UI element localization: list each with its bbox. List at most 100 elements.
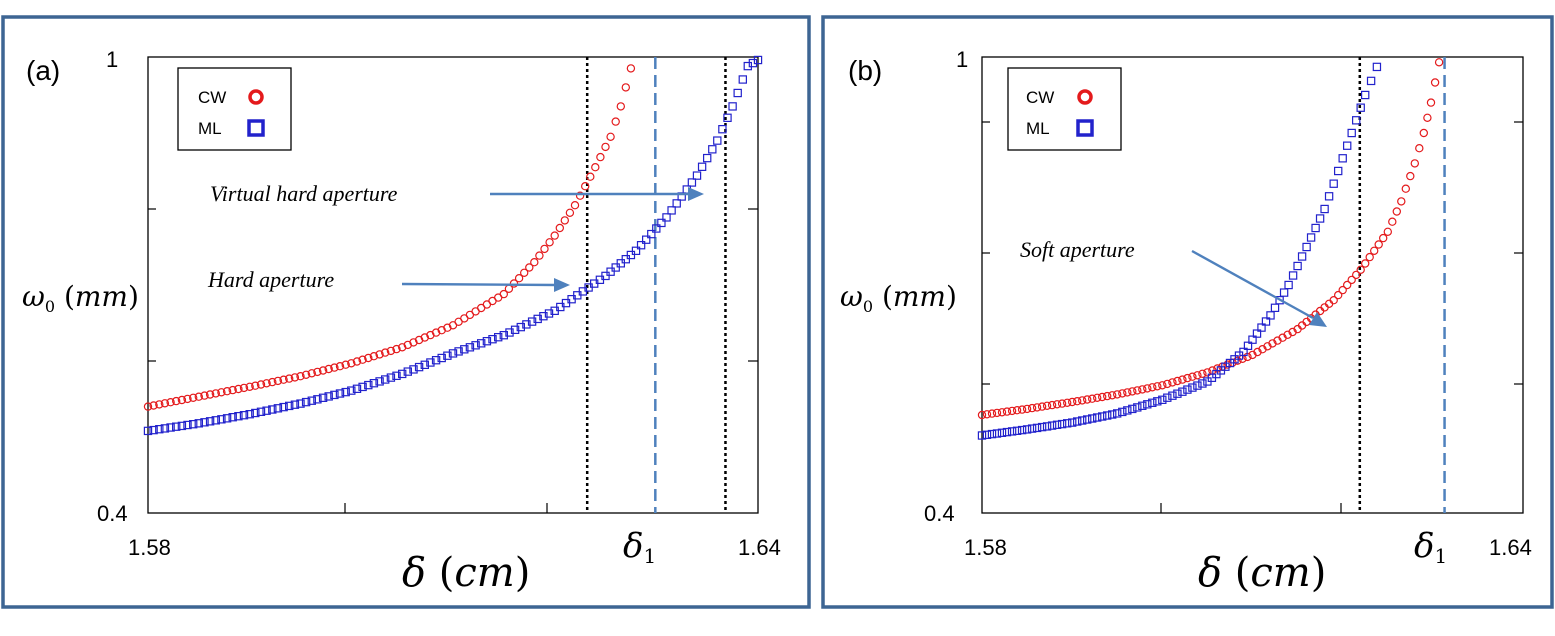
data-point-ml [335, 389, 345, 398]
data-point-ml [1302, 242, 1311, 252]
data-point-cw [1347, 275, 1356, 285]
data-point-cw [1406, 171, 1415, 181]
data-point-cw [565, 208, 575, 217]
data-point-cw [1097, 392, 1107, 402]
data-point-ml [251, 408, 260, 418]
panel-a-legend-label-cw: CW [198, 88, 226, 107]
data-point-ml [1077, 416, 1087, 425]
data-point-cw [1158, 381, 1167, 390]
data-point-ml [149, 425, 158, 435]
panel-a-delta1-label: δ1 [623, 526, 656, 568]
data-point-ml [398, 369, 407, 379]
panel-a-legend-marker-cw [248, 89, 264, 105]
data-point-cw [369, 352, 379, 361]
data-point-cw [601, 142, 610, 152]
data-point-cw [560, 216, 570, 225]
data-point-ml [217, 415, 226, 424]
data-point-cw [1037, 402, 1047, 411]
data-point-cw [1329, 296, 1338, 305]
data-point-cw [273, 376, 283, 386]
data-point-cw [200, 391, 209, 400]
panel-a-annotation-virtual-hard-aperture: Virtual hard aperture [210, 181, 398, 206]
data-point-ml [1266, 311, 1275, 320]
data-point-ml [1311, 223, 1320, 233]
data-point-cw [217, 388, 226, 397]
panel-a-x-tick-label-right: 1.64 [738, 535, 781, 560]
data-point-ml [657, 218, 666, 228]
data-point-ml [977, 431, 987, 440]
data-point-ml [307, 396, 317, 405]
data-point-cw [1107, 391, 1117, 400]
data-point-cw [520, 268, 529, 277]
data-point-cw [1397, 197, 1406, 206]
data-point-ml [1133, 403, 1142, 412]
data-point-ml [728, 102, 737, 111]
data-point-cw [392, 344, 401, 354]
data-point-ml [708, 145, 717, 154]
data-point-cw [313, 367, 322, 377]
data-point-ml [301, 397, 311, 407]
data-point-ml [268, 405, 277, 414]
data-point-ml [1107, 410, 1117, 419]
data-point-ml [211, 416, 220, 425]
data-point-ml [375, 377, 384, 386]
data-point-ml [290, 400, 300, 409]
data-point-ml [1042, 422, 1052, 431]
panel-b-legend-marker-cw [1077, 89, 1093, 105]
data-point-cw [1067, 397, 1077, 407]
data-point-cw [307, 369, 316, 378]
panel-a-legend-marker-ml [247, 119, 265, 137]
panel-a-arrow-hard-aperture [401, 282, 557, 287]
data-point-ml [713, 136, 722, 145]
data-point-cw [611, 117, 620, 126]
data-point-cw [545, 238, 554, 247]
panel-b-legend-box [1007, 67, 1122, 151]
data-point-cw [977, 410, 987, 420]
data-point-ml [1138, 401, 1147, 411]
data-point-ml [1257, 323, 1266, 332]
data-point-ml [997, 428, 1007, 438]
data-point-ml [723, 113, 732, 122]
data-point-cw [296, 372, 305, 381]
data-point-ml [155, 425, 164, 434]
data-point-cw [1047, 400, 1057, 410]
data-point-cw [1163, 379, 1172, 389]
data-point-cw [535, 251, 544, 260]
panel-a-label: (a) [26, 55, 60, 86]
data-point-ml [1173, 389, 1182, 398]
data-point-cw [1434, 58, 1444, 67]
data-point-cw [290, 373, 300, 382]
data-point-cw [143, 402, 153, 411]
data-point-ml [386, 373, 396, 382]
data-point-ml [1297, 252, 1307, 261]
data-point-ml [228, 413, 237, 422]
data-point-cw [375, 350, 384, 359]
data-point-ml [160, 424, 170, 433]
data-point-ml [431, 356, 441, 365]
data-point-ml [194, 419, 203, 428]
data-point-ml [222, 414, 232, 423]
data-point-ml [1372, 62, 1382, 72]
panel-b-legend-label-ml: ML [1026, 119, 1050, 138]
panel-a-legend-label-ml: ML [198, 119, 222, 138]
data-point-cw [499, 289, 508, 299]
data-point-cw [1188, 372, 1197, 381]
data-point-ml [313, 395, 322, 404]
data-point-cw [1356, 265, 1365, 274]
panel-a-arrowhead-virtual-hard-aperture [688, 187, 704, 201]
data-point-ml [426, 358, 435, 367]
data-point-cw [1203, 368, 1212, 377]
data-point-cw [279, 375, 288, 384]
data-point-cw [591, 162, 600, 172]
panel-b-x-axis-label: δ (cm) [1198, 550, 1326, 596]
data-point-ml [992, 429, 1002, 438]
data-point-cw [1133, 386, 1142, 395]
data-point-cw [160, 399, 170, 408]
data-point-ml [1366, 76, 1376, 86]
panel-b-x-tick-label-left: 1.58 [964, 535, 1007, 560]
data-point-cw [1082, 395, 1092, 404]
data-point-ml [262, 406, 271, 415]
data-point-ml [1168, 391, 1177, 400]
data-point-cw [1148, 383, 1157, 392]
